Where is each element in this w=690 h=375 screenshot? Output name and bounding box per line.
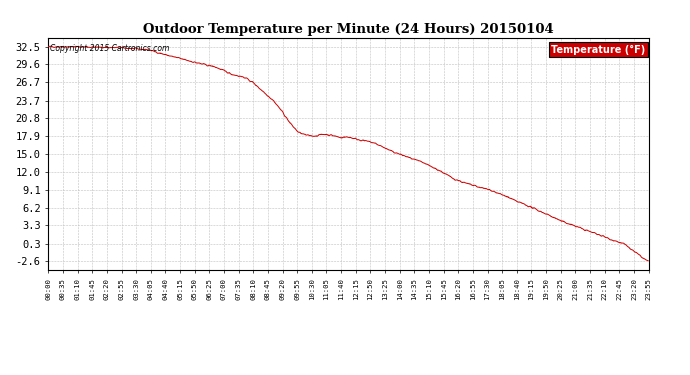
Title: Outdoor Temperature per Minute (24 Hours) 20150104: Outdoor Temperature per Minute (24 Hours… bbox=[143, 23, 554, 36]
Text: Copyright 2015 Cartronics.com: Copyright 2015 Cartronics.com bbox=[50, 45, 169, 54]
Text: Temperature (°F): Temperature (°F) bbox=[551, 45, 646, 54]
